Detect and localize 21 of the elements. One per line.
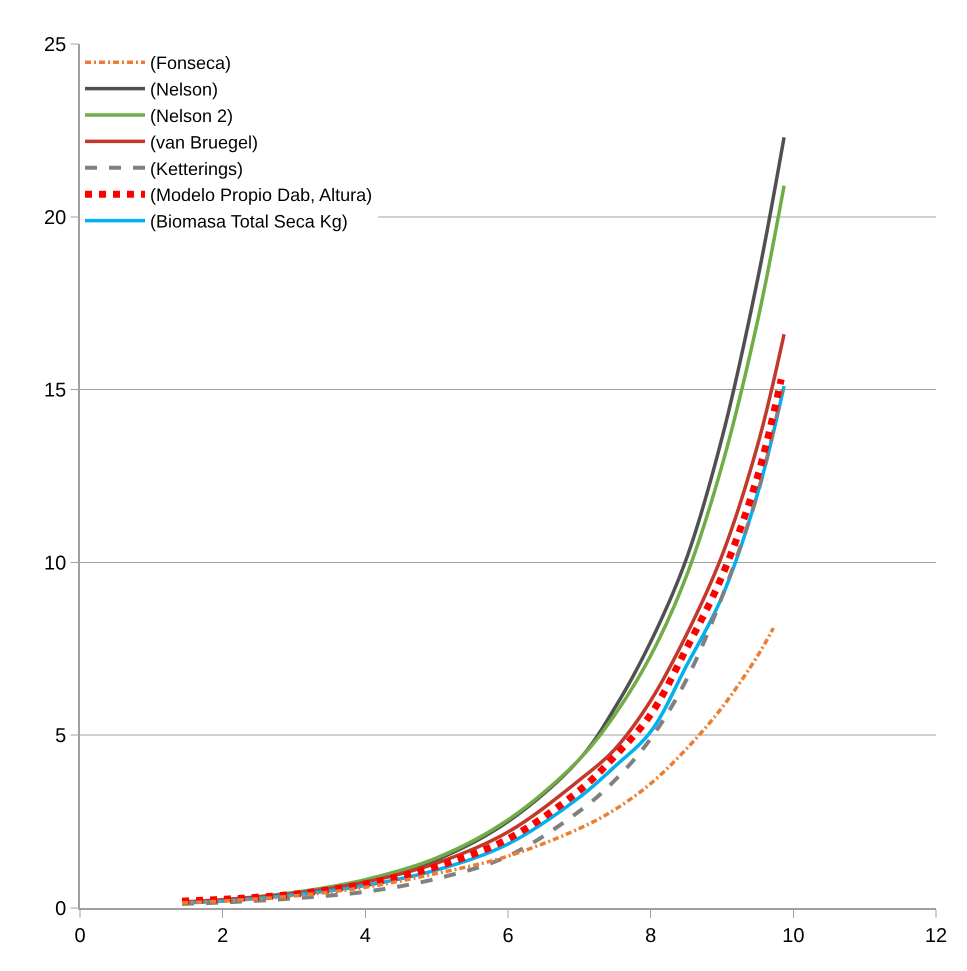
legend-label: (Modelo Propio Dab, Altura) [150, 185, 372, 206]
y-tick-label: 0 [55, 898, 66, 920]
x-tick-label: 6 [502, 924, 514, 947]
x-tick-label: 12 [924, 924, 948, 947]
y-tick-label: 25 [44, 34, 66, 56]
legend-label: (Nelson) [150, 80, 218, 100]
legend-label: (Biomasa Total Seca Kg) [150, 212, 348, 232]
y-tick-label: 20 [44, 206, 66, 229]
y-tick-label: 5 [55, 725, 66, 748]
x-tick-label: 2 [217, 924, 228, 947]
legend-label: (Ketterings) [150, 158, 244, 179]
legend-label: (Fonseca) [150, 53, 232, 74]
x-tick-label: 10 [782, 924, 804, 947]
legend-label: (Nelson 2) [150, 106, 234, 126]
x-tick-label: 8 [645, 924, 656, 947]
y-tick-label: 10 [44, 552, 66, 574]
x-tick-label: 0 [74, 924, 86, 947]
y-tick-label: 15 [44, 380, 66, 402]
x-tick-label: 4 [360, 924, 371, 947]
line-series [180, 626, 776, 905]
legend-label: (van Bruegel) [150, 132, 258, 152]
